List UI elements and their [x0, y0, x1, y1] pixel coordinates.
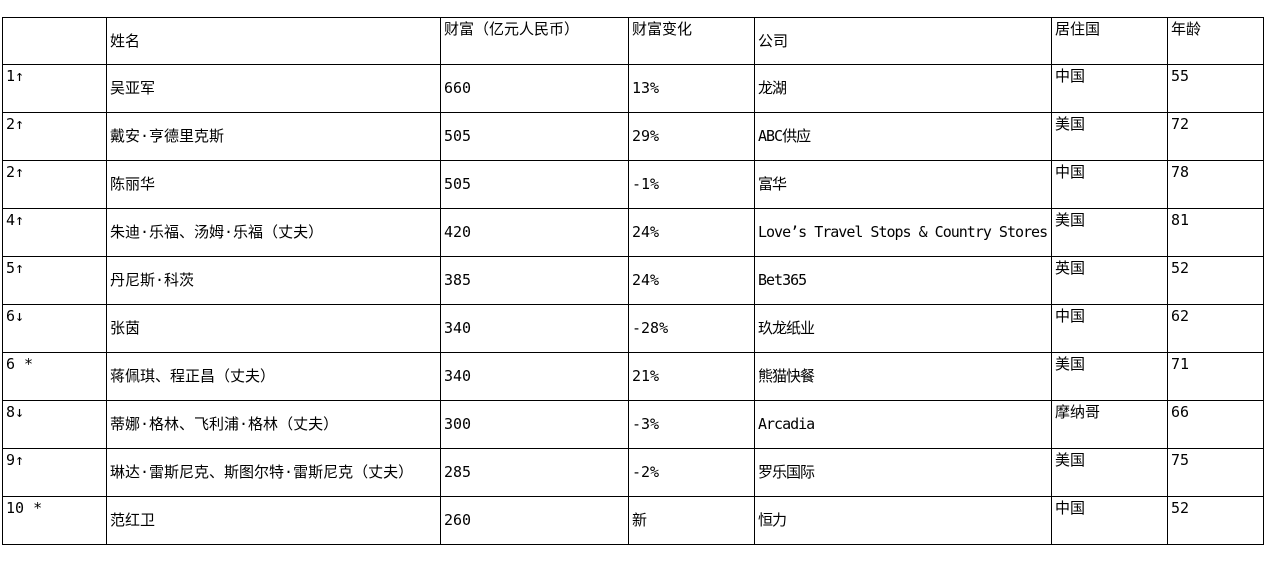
cell-rank: 5↑ — [2, 256, 107, 305]
cell-change: 24% — [628, 256, 755, 305]
cell-company: 熊猫快餐 — [754, 352, 1052, 401]
cell-change: -1% — [628, 160, 755, 209]
cell-wealth: 340 — [440, 352, 629, 401]
cell-country: 摩纳哥 — [1051, 400, 1168, 449]
table-row: 1↑ 吴亚军 660 13% 龙湖 中国 55 — [2, 64, 1264, 113]
cell-name: 丹尼斯·科茨 — [106, 256, 441, 305]
cell-change: 24% — [628, 208, 755, 257]
cell-rank: 9↑ — [2, 448, 107, 497]
cell-rank: 6 * — [2, 352, 107, 401]
cell-wealth: 505 — [440, 160, 629, 209]
header-cell-wealth: 财富（亿元人民币） — [440, 17, 629, 65]
cell-age: 62 — [1167, 304, 1264, 353]
cell-change: -3% — [628, 400, 755, 449]
cell-rank: 2↑ — [2, 160, 107, 209]
cell-name: 范红卫 — [106, 496, 441, 545]
cell-name: 琳达·雷斯尼克、斯图尔特·雷斯尼克（丈夫） — [106, 448, 441, 497]
header-cell-change: 财富变化 — [628, 17, 755, 65]
cell-name: 蒂娜·格林、飞利浦·格林（丈夫） — [106, 400, 441, 449]
cell-country: 中国 — [1051, 304, 1168, 353]
cell-wealth: 420 — [440, 208, 629, 257]
cell-age: 71 — [1167, 352, 1264, 401]
cell-wealth: 300 — [440, 400, 629, 449]
header-row: 姓名 财富（亿元人民币） 财富变化 公司 居住国 年龄 — [2, 17, 1264, 65]
cell-wealth: 660 — [440, 64, 629, 113]
cell-age: 52 — [1167, 256, 1264, 305]
cell-company: 恒力 — [754, 496, 1052, 545]
table-body: 1↑ 吴亚军 660 13% 龙湖 中国 55 2↑ 戴安·亨德里克斯 505 29% ABC供应 美国… — [2, 64, 1264, 545]
cell-change: -28% — [628, 304, 755, 353]
cell-company: ABC供应 — [754, 112, 1052, 161]
cell-company: 玖龙纸业 — [754, 304, 1052, 353]
cell-name: 陈丽华 — [106, 160, 441, 209]
cell-change: 新 — [628, 496, 755, 545]
cell-age: 75 — [1167, 448, 1264, 497]
table-row: 8↓ 蒂娜·格林、飞利浦·格林（丈夫） 300 -3% Arcadia 摩纳哥 66 — [2, 400, 1264, 449]
table-header: 姓名 财富（亿元人民币） 财富变化 公司 居住国 年龄 — [2, 17, 1264, 65]
cell-company: Love’s Travel Stops & Country Stores — [754, 208, 1052, 257]
cell-age: 81 — [1167, 208, 1264, 257]
cell-wealth: 340 — [440, 304, 629, 353]
cell-company: Bet365 — [754, 256, 1052, 305]
cell-rank: 1↑ — [2, 64, 107, 113]
cell-company: 罗乐国际 — [754, 448, 1052, 497]
table-row: 9↑ 琳达·雷斯尼克、斯图尔特·雷斯尼克（丈夫） 285 -2% 罗乐国际 美国 75 — [2, 448, 1264, 497]
table-row: 10 * 范红卫 260 新恒力 中国 52 — [2, 496, 1264, 545]
cell-name: 张茵 — [106, 304, 441, 353]
cell-age: 72 — [1167, 112, 1264, 161]
header-cell-country: 居住国 — [1051, 17, 1168, 65]
cell-country: 美国 — [1051, 448, 1168, 497]
cell-rank: 10 * — [2, 496, 107, 545]
table-row: 2↑ 陈丽华 505 -1% 富华 中国 78 — [2, 160, 1264, 209]
table-row: 5↑ 丹尼斯·科茨 385 24% Bet365 英国 52 — [2, 256, 1264, 305]
table-row: 6↓ 张茵 340 -28% 玖龙纸业 中国 62 — [2, 304, 1264, 353]
cell-age: 55 — [1167, 64, 1264, 113]
cell-country: 美国 — [1051, 352, 1168, 401]
header-cell-name: 姓名 — [106, 17, 441, 65]
cell-wealth: 260 — [440, 496, 629, 545]
table-row: 4↑ 朱迪·乐福、汤姆·乐福（丈夫） 420 24% Love’s Travel Sto… — [2, 208, 1264, 257]
cell-name: 朱迪·乐福、汤姆·乐福（丈夫） — [106, 208, 441, 257]
header-cell-age: 年龄 — [1167, 17, 1264, 65]
header-cell-company: 公司 — [754, 17, 1052, 65]
cell-rank: 6↓ — [2, 304, 107, 353]
cell-wealth: 505 — [440, 112, 629, 161]
cell-change: 13% — [628, 64, 755, 113]
cell-company: 富华 — [754, 160, 1052, 209]
table-row: 6 * 蒋佩琪、程正昌（丈夫） 340 21% 熊猫快餐 美国 71 — [2, 352, 1264, 401]
cell-change: 29% — [628, 112, 755, 161]
table-row: 2↑ 戴安·亨德里克斯 505 29% ABC供应 美国 72 — [2, 112, 1264, 161]
cell-age: 66 — [1167, 400, 1264, 449]
cell-wealth: 285 — [440, 448, 629, 497]
cell-wealth: 385 — [440, 256, 629, 305]
cell-company: 龙湖 — [754, 64, 1052, 113]
cell-country: 中国 — [1051, 160, 1168, 209]
cell-country: 英国 — [1051, 256, 1168, 305]
cell-rank: 2↑ — [2, 112, 107, 161]
cell-country: 美国 — [1051, 112, 1168, 161]
cell-country: 美国 — [1051, 208, 1168, 257]
cell-change: -2% — [628, 448, 755, 497]
header-cell-rank — [2, 17, 107, 65]
cell-rank: 8↓ — [2, 400, 107, 449]
cell-country: 中国 — [1051, 64, 1168, 113]
cell-rank: 4↑ — [2, 208, 107, 257]
cell-company: Arcadia — [754, 400, 1052, 449]
cell-name: 吴亚军 — [106, 64, 441, 113]
cell-country: 中国 — [1051, 496, 1168, 545]
cell-name: 戴安·亨德里克斯 — [106, 112, 441, 161]
cell-change: 21% — [628, 352, 755, 401]
rich-list-table: 姓名 财富（亿元人民币） 财富变化 公司 居住国 年龄 1↑ 吴亚军 660 13% 龙… — [2, 17, 1264, 545]
cell-name: 蒋佩琪、程正昌（丈夫） — [106, 352, 441, 401]
cell-age: 52 — [1167, 496, 1264, 545]
cell-age: 78 — [1167, 160, 1264, 209]
